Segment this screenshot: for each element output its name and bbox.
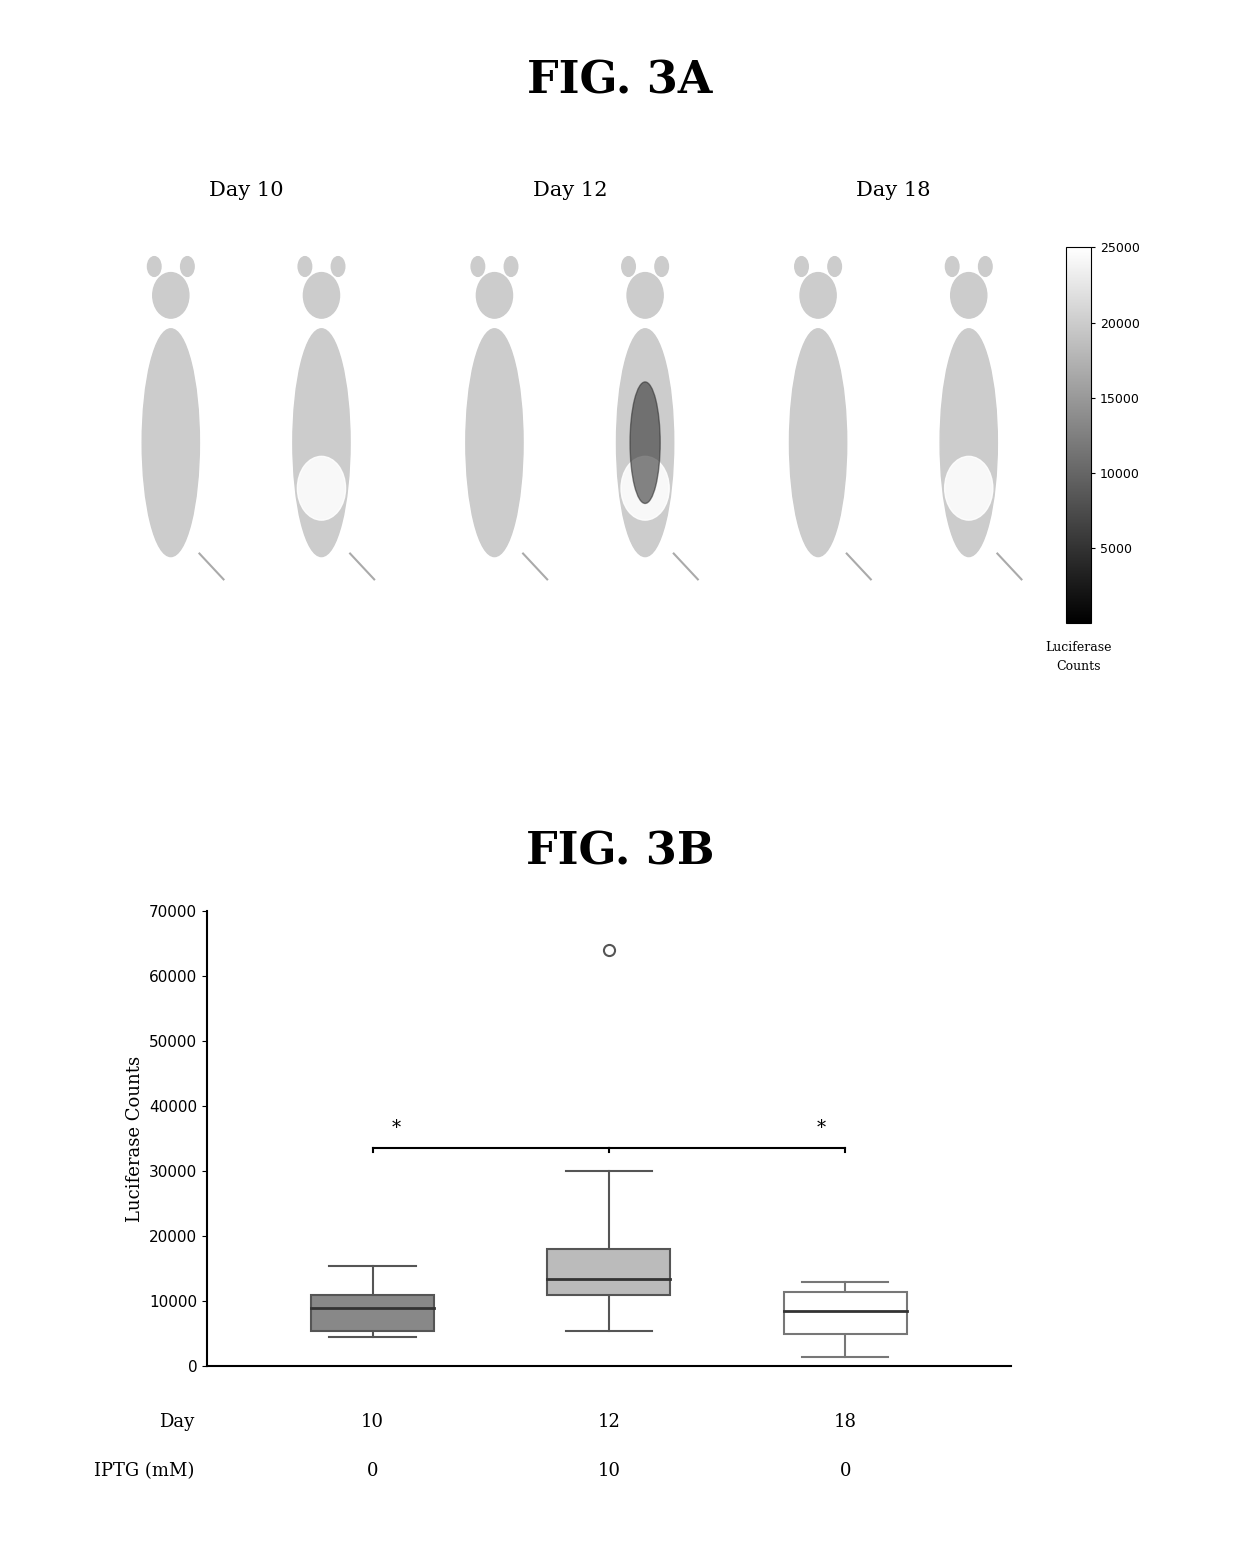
Text: Injected: Injected xyxy=(949,643,990,652)
Text: 10: 10 xyxy=(598,1462,620,1481)
Ellipse shape xyxy=(630,383,660,503)
Text: Control: Control xyxy=(800,643,837,652)
Text: Day 12: Day 12 xyxy=(532,181,608,200)
Ellipse shape xyxy=(148,257,161,276)
Ellipse shape xyxy=(621,457,670,520)
Ellipse shape xyxy=(627,273,663,318)
Ellipse shape xyxy=(940,328,997,556)
Ellipse shape xyxy=(621,257,635,276)
Text: Luciferase: Luciferase xyxy=(1045,641,1112,654)
Text: FIG. 3B: FIG. 3B xyxy=(526,830,714,874)
Text: Control: Control xyxy=(153,643,190,652)
Text: Injected: Injected xyxy=(301,643,342,652)
Y-axis label: Luciferase Counts: Luciferase Counts xyxy=(125,1055,144,1222)
Text: Day: Day xyxy=(160,1413,195,1431)
Ellipse shape xyxy=(945,457,993,520)
Text: 0mM IPTG: 0mM IPTG xyxy=(749,226,806,234)
Ellipse shape xyxy=(304,273,340,318)
Ellipse shape xyxy=(466,328,523,556)
Text: Day 10: Day 10 xyxy=(208,181,284,200)
Ellipse shape xyxy=(828,257,842,276)
Text: Control: Control xyxy=(476,643,513,652)
Text: Injected: Injected xyxy=(625,643,666,652)
Ellipse shape xyxy=(153,273,188,318)
Ellipse shape xyxy=(790,328,847,556)
Ellipse shape xyxy=(331,257,345,276)
Text: 10mM IPTG: 10mM IPTG xyxy=(425,226,489,234)
Bar xyxy=(547,1250,671,1295)
Bar xyxy=(784,1292,906,1334)
Ellipse shape xyxy=(293,328,350,556)
Text: 10: 10 xyxy=(361,1413,384,1431)
Text: *: * xyxy=(817,1120,826,1137)
Ellipse shape xyxy=(505,257,518,276)
Text: 0: 0 xyxy=(839,1462,851,1481)
Ellipse shape xyxy=(655,257,668,276)
Ellipse shape xyxy=(476,273,512,318)
Ellipse shape xyxy=(951,273,987,318)
Ellipse shape xyxy=(795,257,808,276)
Text: FIG. 3A: FIG. 3A xyxy=(527,60,713,102)
Ellipse shape xyxy=(471,257,485,276)
Ellipse shape xyxy=(298,257,311,276)
Text: 12: 12 xyxy=(598,1413,620,1431)
Text: Counts: Counts xyxy=(1056,660,1101,672)
Text: *: * xyxy=(392,1120,401,1137)
Ellipse shape xyxy=(945,257,959,276)
Text: Day 18: Day 18 xyxy=(856,181,931,200)
Ellipse shape xyxy=(978,257,992,276)
Text: 18: 18 xyxy=(833,1413,857,1431)
Text: 0: 0 xyxy=(367,1462,378,1481)
Ellipse shape xyxy=(298,457,346,520)
Ellipse shape xyxy=(143,328,200,556)
Text: 0mM IPTG: 0mM IPTG xyxy=(102,226,159,234)
Ellipse shape xyxy=(800,273,836,318)
Ellipse shape xyxy=(616,328,673,556)
Text: IPTG (mM): IPTG (mM) xyxy=(94,1462,195,1481)
Bar xyxy=(311,1295,434,1331)
Ellipse shape xyxy=(181,257,195,276)
